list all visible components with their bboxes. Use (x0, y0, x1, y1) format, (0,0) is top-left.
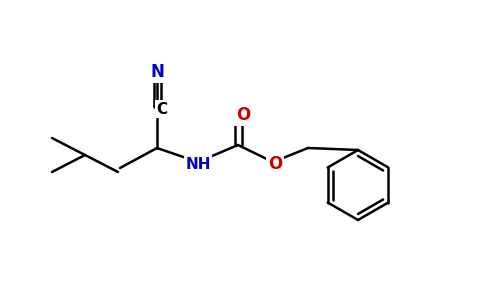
Text: C: C (157, 102, 167, 116)
Text: N: N (150, 63, 164, 81)
Text: O: O (236, 106, 250, 124)
Text: NH: NH (185, 156, 211, 172)
Text: O: O (268, 155, 282, 173)
